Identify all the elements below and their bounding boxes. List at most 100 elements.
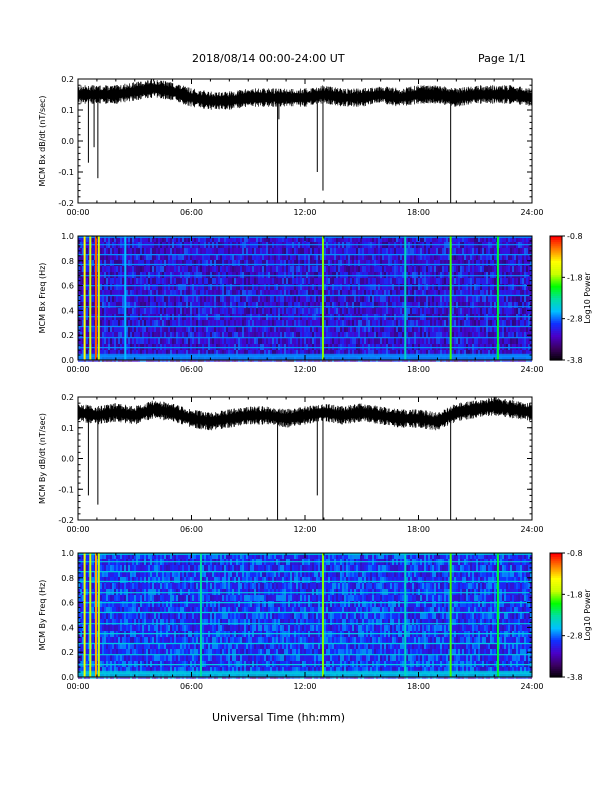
- colorbar-swatch: [550, 668, 562, 672]
- colorbar-swatch: [550, 248, 562, 252]
- colorbar-swatch: [550, 347, 562, 351]
- x-tick-label: 12:00: [293, 365, 316, 374]
- colorbar-swatch: [550, 236, 562, 239]
- colorbar-swatch: [550, 302, 562, 305]
- y-tick-label: 1.0: [61, 232, 74, 241]
- y-tick-label: 0.4: [61, 623, 74, 632]
- colorbar-swatch: [550, 612, 562, 616]
- x-tick-label: 18:00: [407, 525, 430, 534]
- colorbar-swatch: [550, 335, 562, 338]
- y-tick-label: 0.0: [61, 356, 74, 365]
- y-axis-label: MCM By Freq (Hz): [38, 580, 47, 651]
- colorbar-swatch: [550, 590, 562, 593]
- colorbar-swatch: [550, 275, 562, 278]
- colorbar-swatch: [550, 329, 562, 332]
- colorbar-swatch: [550, 569, 562, 573]
- colorbar-swatch: [550, 277, 562, 280]
- colorbar-swatch: [550, 563, 562, 566]
- colorbar-swatch: [550, 579, 562, 583]
- colorbar-swatch: [550, 588, 562, 591]
- y-tick-label: 0.0: [61, 137, 74, 146]
- colorbar-swatch: [550, 283, 562, 287]
- y-tick-label: 0.1: [61, 106, 74, 115]
- colorbar-swatch: [550, 606, 562, 610]
- colorbar-swatch: [550, 250, 562, 254]
- colorbar-swatch: [550, 322, 562, 326]
- colorbar-tick-label: -3.8: [567, 356, 583, 365]
- colorbar-swatch: [550, 625, 562, 628]
- colorbar-swatch: [550, 656, 562, 659]
- colorbar-swatch: [550, 308, 562, 311]
- y-tick-label: -0.1: [58, 485, 74, 494]
- colorbar-2: -0.8 -1.8 -2.8 -3.8 Log10 Power: [549, 232, 592, 365]
- x-tick-label: 06:00: [180, 365, 203, 374]
- colorbar-swatch: [550, 304, 562, 307]
- y-axis-label: MCM Bx Freq (Hz): [38, 263, 47, 334]
- colorbar-swatch: [550, 281, 562, 285]
- x-tick-label: 06:00: [180, 525, 203, 534]
- colorbar-swatch: [550, 287, 562, 291]
- y-tick-label: -0.2: [58, 199, 74, 208]
- colorbar-swatch: [550, 271, 562, 274]
- colorbar-swatch: [550, 621, 562, 624]
- colorbar-swatch: [550, 567, 562, 571]
- colorbar-swatch: [550, 256, 562, 260]
- colorbar-swatch: [550, 629, 562, 633]
- colorbar-swatch: [550, 306, 562, 309]
- colorbar-swatch: [550, 633, 562, 637]
- colorbar-swatch: [550, 269, 562, 272]
- y-tick-label: 0.6: [61, 282, 74, 291]
- colorbar-swatch: [550, 310, 562, 314]
- colorbar-swatch: [550, 300, 562, 303]
- colorbar-swatch: [550, 658, 562, 662]
- colorbar-tick-label: -1.8: [567, 273, 583, 282]
- colorbar-swatch: [550, 331, 562, 334]
- colorbar-swatch: [550, 571, 562, 575]
- y-tick-label: 0.1: [61, 424, 74, 433]
- x-tick-label: 12:00: [293, 208, 316, 217]
- x-tick-label: 18:00: [407, 365, 430, 374]
- x-tick-label: 12:00: [293, 682, 316, 691]
- colorbar-swatch: [550, 575, 562, 579]
- y-axis-label: MCM By dB/dt (nT/sec): [38, 413, 47, 504]
- colorbar-swatch: [550, 670, 562, 674]
- colorbar-swatch: [550, 355, 562, 359]
- colorbar-tick-label: -2.8: [567, 315, 583, 324]
- colorbar-swatch: [550, 298, 562, 301]
- colorbar-swatch: [550, 648, 562, 651]
- colorbar-swatch: [550, 289, 562, 293]
- colorbar-swatch: [550, 244, 562, 247]
- x-tick-label: 18:00: [407, 208, 430, 217]
- colorbar-swatch: [550, 604, 562, 608]
- colorbar-swatch: [550, 339, 562, 342]
- colorbar-swatch: [550, 646, 562, 649]
- colorbar-swatch: [550, 631, 562, 635]
- colorbar-swatch: [550, 260, 562, 264]
- colorbar-swatch: [550, 660, 562, 664]
- colorbar-swatch: [550, 240, 562, 243]
- x-tick-label: 00:00: [66, 208, 89, 217]
- colorbar-swatch: [550, 672, 562, 676]
- colorbar-swatch: [550, 635, 562, 639]
- colorbar-swatch: [550, 565, 562, 569]
- colorbar-swatch: [550, 258, 562, 262]
- y-tick-label: 0.2: [61, 393, 74, 402]
- colorbar-swatch: [550, 596, 562, 600]
- colorbar-swatch: [550, 341, 562, 345]
- colorbar-swatch: [550, 600, 562, 604]
- colorbar-swatch: [550, 557, 562, 560]
- colorbar-swatch: [550, 318, 562, 322]
- x-tick-label: 24:00: [520, 525, 543, 534]
- colorbar-swatch: [550, 641, 562, 645]
- colorbar-label: Log10 Power: [583, 589, 592, 641]
- colorbar-4: -0.8 -1.8 -2.8 -3.8 Log10 Power: [549, 549, 592, 682]
- colorbar-tick-label: -0.8: [567, 549, 583, 558]
- colorbar-swatch: [550, 581, 562, 585]
- x-tick-label: 18:00: [407, 682, 430, 691]
- colorbar-frame: [549, 235, 563, 361]
- colorbar-swatch: [550, 617, 562, 620]
- x-tick-label: 00:00: [66, 682, 89, 691]
- colorbar-swatch: [550, 652, 562, 655]
- colorbar-swatch: [550, 295, 562, 299]
- panel-4: 00:00 06:00 12:00 18:00 24:00 1.0 0.8 0.6 0.4 0.2…: [38, 549, 544, 691]
